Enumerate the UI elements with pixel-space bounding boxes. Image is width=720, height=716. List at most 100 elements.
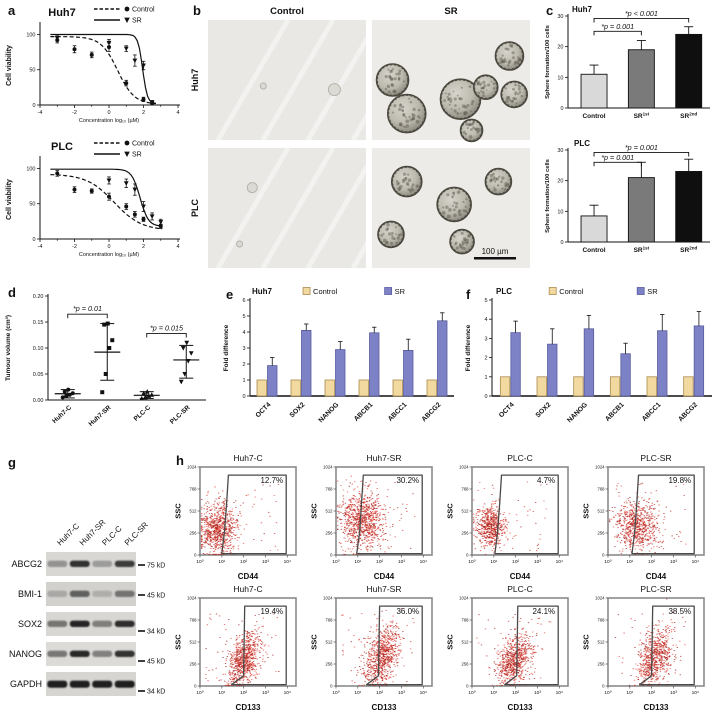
x-tick: 10⁰ — [468, 559, 475, 565]
x-tick: 10⁰ — [604, 559, 611, 565]
series-control — [50, 36, 156, 105]
band — [69, 560, 90, 567]
y-tick: 768 — [190, 487, 198, 492]
y-tick: 0 — [560, 106, 563, 112]
chart-title: Huh7 — [572, 5, 593, 14]
y-axis-label: SSC — [174, 503, 183, 519]
bars — [580, 158, 703, 243]
x-tick: 2 — [142, 110, 145, 116]
panel-c-sphere-formation: 0 10 20 30 Sphere formation/100 cells Huh7 Con… — [542, 2, 718, 270]
axes: 0 1 2 3 4 5 — [484, 298, 712, 400]
y-tick: 0 — [330, 553, 333, 558]
x-tick: 10² — [240, 690, 247, 696]
x-tick: 2 — [142, 244, 145, 250]
y-tick: 256 — [326, 531, 334, 536]
y-tick: 512 — [326, 640, 334, 645]
x-axis-label: Concentration log₁₀ (µM) — [79, 118, 139, 124]
panel-f-fold-plc: 0 1 2 3 4 5 Fold difference PLC Control SR OCT4 SOX… — [462, 284, 718, 450]
bar — [403, 350, 414, 397]
gate — [356, 474, 423, 555]
dot-cloud — [472, 481, 548, 555]
bars — [580, 26, 703, 109]
y-tick: 0.00 — [33, 398, 44, 404]
chart-sphere-plc: 0 10 20 30 Sphere formation/100 cells PLC Cont… — [545, 139, 710, 254]
axes: 0 256 512 768 1024 10⁰ 10¹ 10² 10³ 10⁴ — [595, 596, 699, 696]
bar — [657, 330, 668, 397]
x-tick: 10¹ — [354, 690, 361, 696]
gate — [638, 605, 695, 686]
bar — [335, 349, 346, 397]
y-tick: 0 — [242, 394, 245, 400]
x-tick: 10³ — [262, 690, 269, 696]
axes: 0.00 0.05 0.10 0.15 0.20 — [33, 294, 206, 404]
band — [114, 590, 135, 597]
protein-label: SOX2 — [18, 619, 42, 629]
y-tick: 256 — [462, 662, 470, 667]
sphere — [377, 220, 405, 249]
y-tick: 20 — [557, 45, 563, 51]
bar — [267, 365, 278, 397]
y-axis-label: Fold difference — [223, 324, 230, 371]
category-label: OCT4 — [255, 401, 273, 419]
y-axis-label: Tumour volume (cm³) — [5, 315, 12, 381]
chart-title: PLC — [496, 287, 512, 296]
band — [69, 590, 90, 597]
y-tick: 256 — [190, 531, 198, 536]
y-tick: 768 — [598, 487, 606, 492]
y-tick: 256 — [462, 531, 470, 536]
x-tick: 10² — [512, 690, 519, 696]
gate-percentage: 19.8% — [668, 476, 691, 485]
band — [47, 560, 68, 567]
sphere — [472, 74, 499, 100]
category-label: NANOG — [566, 401, 589, 424]
flow-plot-cd133-plc-c: PLC-C 0 256 512 768 1024 10⁰ 10¹ 10² 10³ 10⁴ SSC CD1… — [446, 584, 569, 712]
flow-plot-cd133-huh7-c: Huh7-C 0 256 512 768 1024 10⁰ 10¹ 10² 10³ 10⁴ SSC CD… — [174, 584, 297, 712]
x-axis-label: Concentration log₁₀ (µM) — [79, 252, 139, 258]
x-tick: -4 — [38, 110, 43, 116]
chart-fold-plc: 0 1 2 3 4 5 Fold difference PLC Control SR OCT4 SOX… — [465, 287, 712, 424]
bar — [693, 325, 705, 397]
chart-title: Huh7 — [48, 7, 76, 19]
category-label: Control — [582, 247, 605, 254]
sphere — [484, 167, 513, 196]
x-axis-label: CD133 — [644, 703, 669, 712]
panel-letter-h: h — [176, 453, 184, 468]
y-tick: 0 — [602, 684, 605, 689]
x-tick: 10² — [512, 559, 519, 565]
x-tick: 10⁴ — [420, 559, 427, 565]
bar — [627, 177, 655, 243]
lane-label: PLC-SR — [123, 520, 150, 547]
y-tick: 512 — [190, 509, 198, 514]
axes: 0 256 512 768 1024 10⁰ 10¹ 10² 10³ 10⁴ — [459, 465, 563, 565]
blot-strip-nanog — [46, 642, 136, 666]
gate-percentage: 36.0% — [396, 607, 419, 616]
plot-title: PLC-SR — [640, 584, 671, 594]
sphere — [439, 78, 482, 120]
column-label: SR — [444, 6, 457, 17]
y-tick: 30 — [557, 14, 563, 20]
y-tick: 768 — [326, 618, 334, 623]
bar — [499, 376, 511, 397]
sphere — [459, 118, 484, 143]
panel-b-microscopy: Control SR Huh7 PLC 100 µm — [190, 4, 534, 272]
y-tick: 6 — [242, 298, 245, 304]
y-tick: 1024 — [595, 465, 605, 470]
y-axis-label: SSC — [310, 503, 319, 519]
x-tick: 0 — [107, 244, 110, 250]
panel-h-flow-cytometry: Huh7-C 0 256 512 768 1024 10⁰ 10¹ 10² 10³ 10⁴ SSC CD… — [172, 452, 716, 714]
y-axis-label: SSC — [446, 503, 455, 519]
plot-frame — [335, 466, 433, 556]
sphere — [386, 93, 427, 134]
group-huh7-c — [54, 387, 81, 400]
x-tick: 10⁴ — [284, 690, 291, 696]
x-tick: 10³ — [670, 690, 677, 696]
y-tick: 50 — [29, 68, 35, 74]
category-label: SR1st — [634, 112, 650, 121]
y-tick: 1024 — [459, 465, 469, 470]
protein-label: BMI-1 — [18, 589, 42, 599]
bar — [547, 343, 558, 397]
x-tick: 10¹ — [218, 690, 225, 696]
x-tick: 0 — [107, 110, 110, 116]
lane-label: Huh7-C — [55, 521, 81, 547]
